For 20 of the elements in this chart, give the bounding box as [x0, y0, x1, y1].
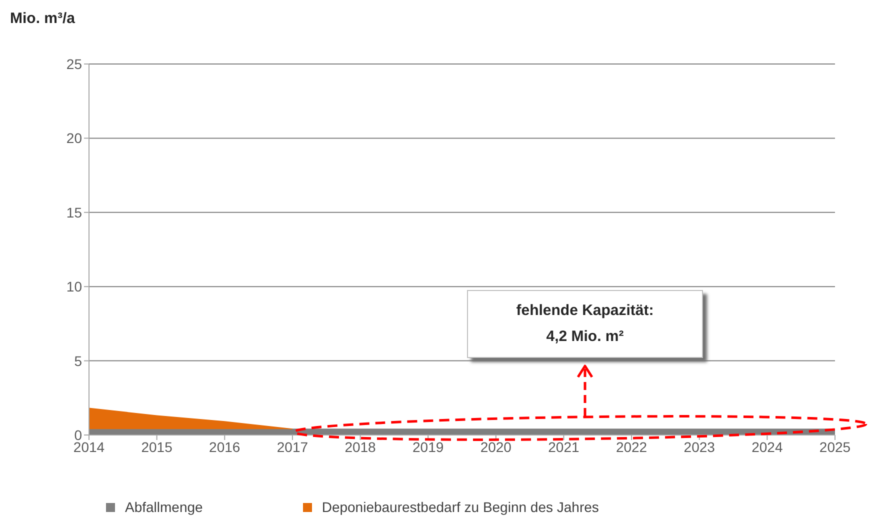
y-tick-label: 10	[66, 278, 82, 295]
x-tick-label: 2020	[480, 438, 512, 455]
x-tick-label: 2021	[548, 438, 580, 455]
x-tick-label: 2019	[412, 438, 444, 455]
x-tick-label: 2022	[616, 438, 648, 455]
x-tick-label: 2017	[276, 438, 308, 455]
y-axis-title: Mio. m³/a	[10, 10, 76, 27]
x-tick-label: 2023	[684, 438, 716, 455]
x-tick-label: 2024	[752, 438, 783, 455]
y-tick-label: 15	[66, 204, 82, 220]
y-tick-label: 25	[66, 56, 82, 72]
legend-label: Abfallmenge	[125, 499, 203, 515]
x-tick-label: 2016	[209, 438, 240, 455]
x-tick-label: 2025	[819, 438, 851, 455]
y-tick-label: 5	[74, 352, 82, 369]
legend-label: Deponiebaurestbedarf zu Beginn des Jahres	[322, 499, 599, 515]
x-tick-label: 2018	[344, 438, 376, 455]
x-tick-label: 2015	[141, 438, 173, 455]
y-tick-label: 20	[66, 130, 82, 146]
annotation: fehlende Kapazität: 4,2 Mio. m²	[516, 301, 654, 347]
